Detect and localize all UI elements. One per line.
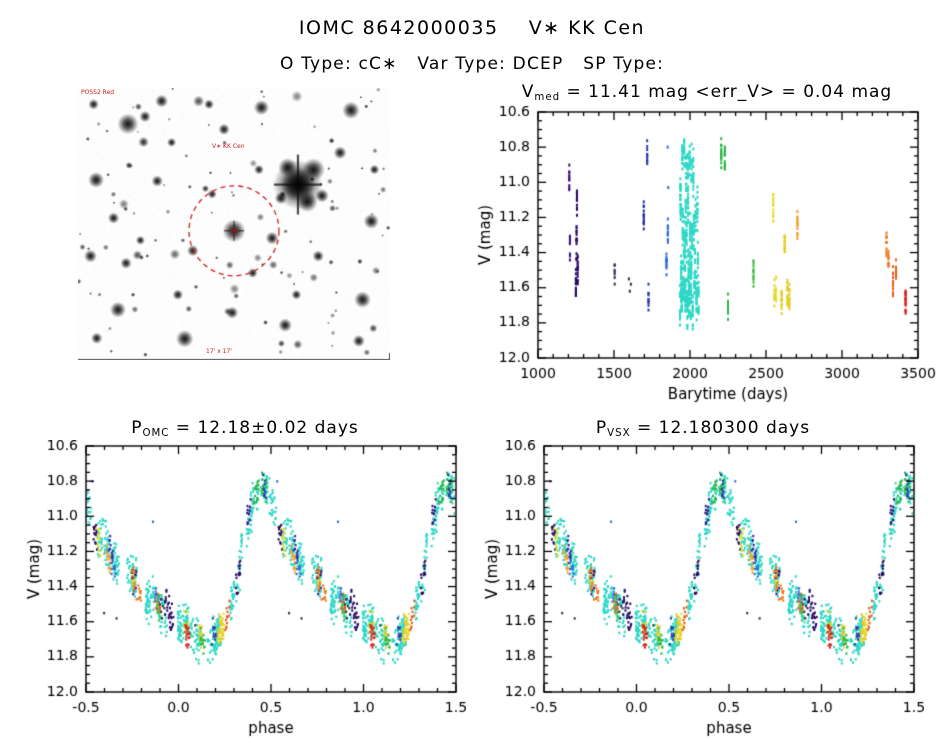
title-text: P xyxy=(595,418,608,438)
phase-omc-plot xyxy=(24,440,466,738)
lightcurve-time-panel: Vmed = 11.41 mag <err_V> = 0.04 mag xyxy=(470,82,944,404)
star-field-image xyxy=(78,88,390,360)
phase-vsx-title: PVSX = 12.180300 days xyxy=(482,418,924,439)
title-text: V xyxy=(521,82,535,102)
finder-chart-panel: POSS2 Red V∗ KK Cen 17' x 17' xyxy=(78,88,390,360)
phase-omc-panel: POMC = 12.18±0.02 days xyxy=(24,418,466,740)
lightcurve-time-plot xyxy=(470,104,944,404)
finder-annotation-target: V∗ KK Cen xyxy=(212,143,245,150)
lightcurve-time-title: Vmed = 11.41 mag <err_V> = 0.04 mag xyxy=(470,82,944,103)
title-subscript: OMC xyxy=(142,427,170,439)
title-text: = 12.180300 days xyxy=(630,418,811,438)
finder-annotation-survey: POSS2 Red xyxy=(81,89,115,96)
phase-vsx-plot xyxy=(482,440,924,738)
title-subscript: med xyxy=(534,91,561,103)
title-text: P xyxy=(131,418,143,438)
title-text: = 12.18±0.02 days xyxy=(169,418,359,438)
title-subscript: VSX xyxy=(607,427,631,439)
title-text: > = 0.04 mag xyxy=(759,82,893,102)
title-text: V xyxy=(747,82,760,102)
page-title: IOMC 8642000035 V∗ KK Cen xyxy=(298,17,646,39)
phase-vsx-panel: PVSX = 12.180300 days xyxy=(482,418,924,740)
finder-annotation-scale: 17' x 17' xyxy=(206,348,232,355)
title-text: = 11.41 mag <err_ xyxy=(560,82,748,102)
phase-omc-title: POMC = 12.18±0.02 days xyxy=(24,418,466,439)
object-type-line: O Type: cC∗ Var Type: DCEP SP Type: xyxy=(279,54,665,74)
